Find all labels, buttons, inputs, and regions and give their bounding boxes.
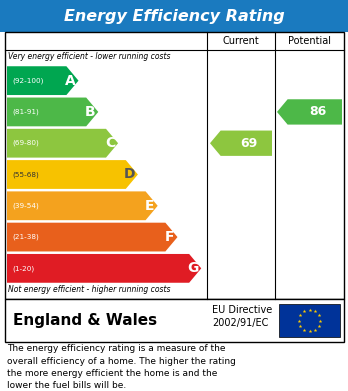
Text: C: C	[105, 136, 115, 150]
Text: F: F	[165, 230, 174, 244]
Bar	[279, 304, 340, 337]
Text: (21-38): (21-38)	[12, 234, 39, 240]
Polygon shape	[7, 129, 118, 158]
Text: (92-100): (92-100)	[12, 77, 44, 84]
Polygon shape	[210, 131, 272, 156]
Bar	[5, 299, 344, 342]
Bar	[5, 32, 344, 299]
Polygon shape	[7, 160, 138, 189]
Bar	[0, 0, 348, 32]
Text: B: B	[85, 105, 95, 119]
Text: (81-91): (81-91)	[12, 109, 39, 115]
Polygon shape	[7, 66, 79, 95]
Polygon shape	[7, 97, 98, 126]
Text: Very energy efficient - lower running costs: Very energy efficient - lower running co…	[8, 52, 171, 61]
Text: (39-54): (39-54)	[12, 203, 39, 209]
Text: A: A	[65, 74, 76, 88]
Text: EU Directive
2002/91/EC: EU Directive 2002/91/EC	[212, 305, 272, 328]
Text: Not energy efficient - higher running costs: Not energy efficient - higher running co…	[8, 285, 171, 294]
Text: Energy Efficiency Rating: Energy Efficiency Rating	[64, 9, 284, 23]
Text: 69: 69	[241, 137, 258, 150]
Text: D: D	[124, 167, 135, 181]
Text: Current: Current	[223, 36, 259, 46]
Text: 86: 86	[309, 106, 326, 118]
Text: (69-80): (69-80)	[12, 140, 39, 147]
Text: England & Wales: England & Wales	[13, 313, 157, 328]
Polygon shape	[277, 99, 342, 125]
Text: Potential: Potential	[288, 36, 331, 46]
Polygon shape	[7, 223, 177, 251]
Text: E: E	[145, 199, 155, 213]
Text: (1-20): (1-20)	[12, 265, 34, 272]
Polygon shape	[7, 254, 201, 283]
Text: G: G	[187, 261, 198, 275]
Polygon shape	[7, 191, 158, 220]
Text: (55-68): (55-68)	[12, 171, 39, 178]
Text: The energy efficiency rating is a measure of the
overall efficiency of a home. T: The energy efficiency rating is a measur…	[7, 344, 236, 391]
